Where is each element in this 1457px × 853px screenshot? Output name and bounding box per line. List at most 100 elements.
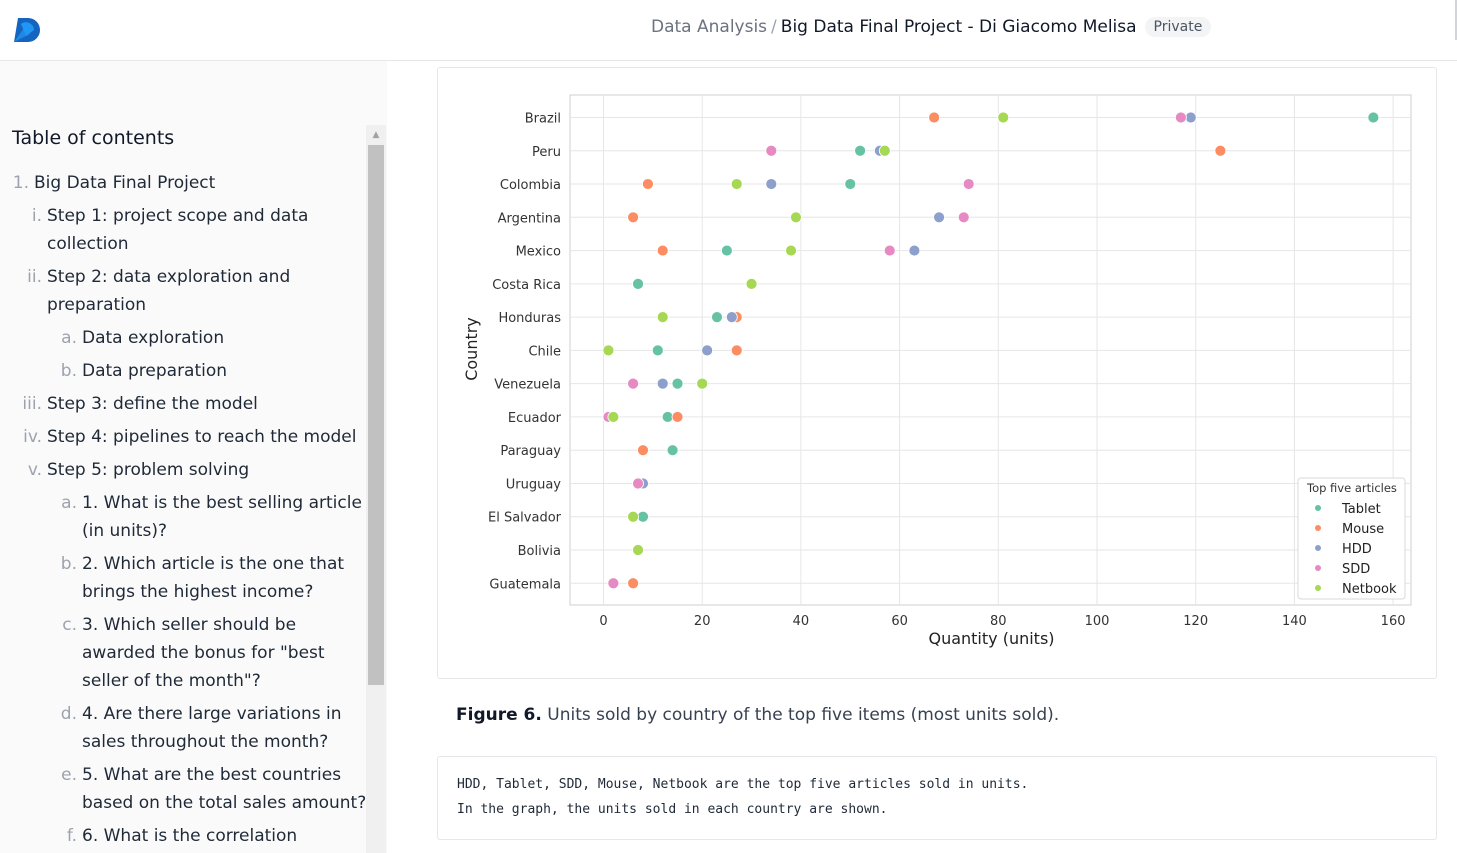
sidebar-scrollbar[interactable]: ▲ — [366, 125, 386, 853]
toc-item-label: Step 3: define the model — [47, 394, 258, 414]
scroll-up-arrow-icon[interactable]: ▲ — [372, 130, 380, 140]
x-tick-label: 160 — [1381, 614, 1406, 629]
toc-item-label: seller of the month"? — [82, 671, 261, 691]
legend-marker-mouse — [1315, 525, 1321, 531]
point-tablet — [844, 178, 857, 190]
x-tick-label: 120 — [1183, 614, 1208, 629]
toc-item-label: preparation — [47, 295, 147, 315]
point-tablet — [1367, 111, 1380, 124]
toc-item-number: a. — [61, 493, 77, 513]
point-sdd — [607, 577, 620, 590]
point-netbook — [790, 211, 802, 224]
toc-title: Table of contents — [12, 127, 175, 149]
toc-item-label: 3. Which seller should be — [82, 615, 297, 635]
toc-item-label: (in units)? — [82, 521, 167, 541]
point-mouse — [928, 111, 941, 124]
figure-caption-text: Units sold by country of the top five it… — [541, 705, 1060, 725]
y-tick-label: Bolivia — [518, 544, 561, 559]
legend-marker-sdd — [1315, 565, 1321, 571]
visibility-badge[interactable]: Private — [1144, 17, 1212, 37]
toc-item-number: ii. — [27, 267, 42, 287]
point-sdd — [632, 477, 644, 490]
point-tablet — [637, 510, 649, 523]
toc-item-number: d. — [60, 704, 77, 724]
point-sdd — [883, 244, 896, 257]
y-tick-label: Chile — [528, 344, 561, 359]
toc-item-label: 5. What are the best countries — [82, 765, 342, 785]
toc-item-label: brings the highest income? — [82, 582, 314, 602]
point-hdd — [933, 211, 945, 224]
deepnote-logo-icon[interactable] — [12, 16, 42, 44]
x-tick-label: 40 — [793, 614, 810, 629]
top-bar: Data Analysis / Big Data Final Project - D… — [0, 0, 1457, 61]
y-tick-label: Brazil — [525, 112, 561, 127]
toc-item-label: collection — [47, 234, 129, 254]
legend-marker-hdd — [1315, 545, 1321, 551]
point-netbook — [997, 111, 1010, 124]
code-output-block: HDD, Tablet, SDD, Mouse, Netbook are the… — [437, 756, 1437, 840]
figure-caption: Figure 6. Units sold by country of the t… — [456, 705, 1059, 725]
point-tablet — [651, 344, 664, 357]
y-tick-label: Honduras — [498, 311, 561, 326]
toc-item-label: 1. What is the best selling article — [82, 493, 362, 513]
y-tick-label: Guatemala — [489, 577, 561, 592]
x-axis-label: Quantity (units) — [928, 629, 1054, 648]
y-tick-label: Colombia — [500, 178, 561, 193]
window-edge-divider — [1455, 0, 1457, 40]
x-tick-label: 80 — [990, 614, 1007, 629]
toc-item-number: b. — [60, 361, 77, 381]
breadcrumb-parent-link[interactable]: Data Analysis — [651, 17, 768, 37]
toc-item-label: Step 4: pipelines to reach the model — [47, 427, 357, 447]
legend-label: SDD — [1342, 562, 1370, 577]
point-mouse — [656, 244, 669, 257]
y-tick-label: Argentina — [498, 211, 561, 226]
point-mouse — [671, 411, 684, 423]
scrollbar-thumb[interactable] — [368, 145, 384, 685]
toc-item-number: b. — [60, 554, 77, 574]
table-of-contents-sidebar: Table of contents 1. Big Data Final Proje… — [0, 61, 387, 853]
point-sdd — [1174, 111, 1187, 124]
toc-item-number: iv. — [23, 427, 42, 447]
toc-item-label: Big Data Final Project — [34, 173, 216, 193]
legend-label: HDD — [1342, 542, 1372, 557]
legend-title: Top five articles — [1306, 481, 1397, 495]
breadcrumb-separator: / — [771, 17, 777, 37]
toc-item-label: 2. Which article is the one that — [82, 554, 345, 574]
breadcrumb: Data Analysis / Big Data Final Project - D… — [651, 17, 1212, 37]
toc-item-number: 1. — [12, 173, 29, 193]
point-hdd — [765, 178, 778, 190]
toc-item-label: Step 2: data exploration and — [47, 267, 291, 287]
y-tick-label: Paraguay — [500, 444, 561, 459]
point-netbook — [878, 144, 891, 157]
toc-item-number: iii. — [22, 394, 42, 414]
legend-label: Netbook — [1342, 582, 1397, 597]
point-hdd — [1184, 111, 1197, 124]
point-netbook — [607, 411, 620, 423]
legend-marker-tablet — [1315, 505, 1321, 511]
point-tablet — [671, 377, 684, 390]
point-mouse — [627, 211, 640, 224]
point-mouse — [637, 444, 649, 457]
point-hdd — [701, 344, 714, 357]
scatter-chart: 0 20 40 60 80 100 120 140 160 Brazil Peru Colombia A… — [462, 94, 1412, 648]
toc-item-number: f. — [66, 826, 77, 846]
notebook-title[interactable]: Big Data Final Project - Di Giacomo Meli… — [780, 17, 1137, 37]
chart-output-card: 0 20 40 60 80 100 120 140 160 Brazil Peru Colombia A… — [437, 67, 1437, 679]
x-tick-label: 100 — [1085, 614, 1110, 629]
point-netbook — [785, 244, 797, 257]
legend-label: Tablet — [1341, 502, 1381, 517]
legend-label: Mouse — [1342, 522, 1384, 537]
point-mouse — [730, 344, 743, 357]
toc-item-label: sales throughout the month? — [82, 732, 329, 752]
toc-item-label: Data exploration — [82, 328, 225, 348]
legend-box — [1297, 477, 1406, 600]
point-sdd — [962, 178, 975, 190]
point-netbook — [730, 178, 743, 190]
point-netbook — [627, 510, 640, 523]
toc-item-label: Step 1: project scope and data — [47, 206, 309, 226]
x-tick-label: 60 — [891, 614, 908, 629]
y-tick-label: Ecuador — [508, 411, 562, 426]
toc-item-label: based on the total sales amount? — [82, 793, 367, 813]
y-tick-label: El Salvador — [488, 511, 562, 526]
y-axis-label: Country — [462, 317, 481, 381]
